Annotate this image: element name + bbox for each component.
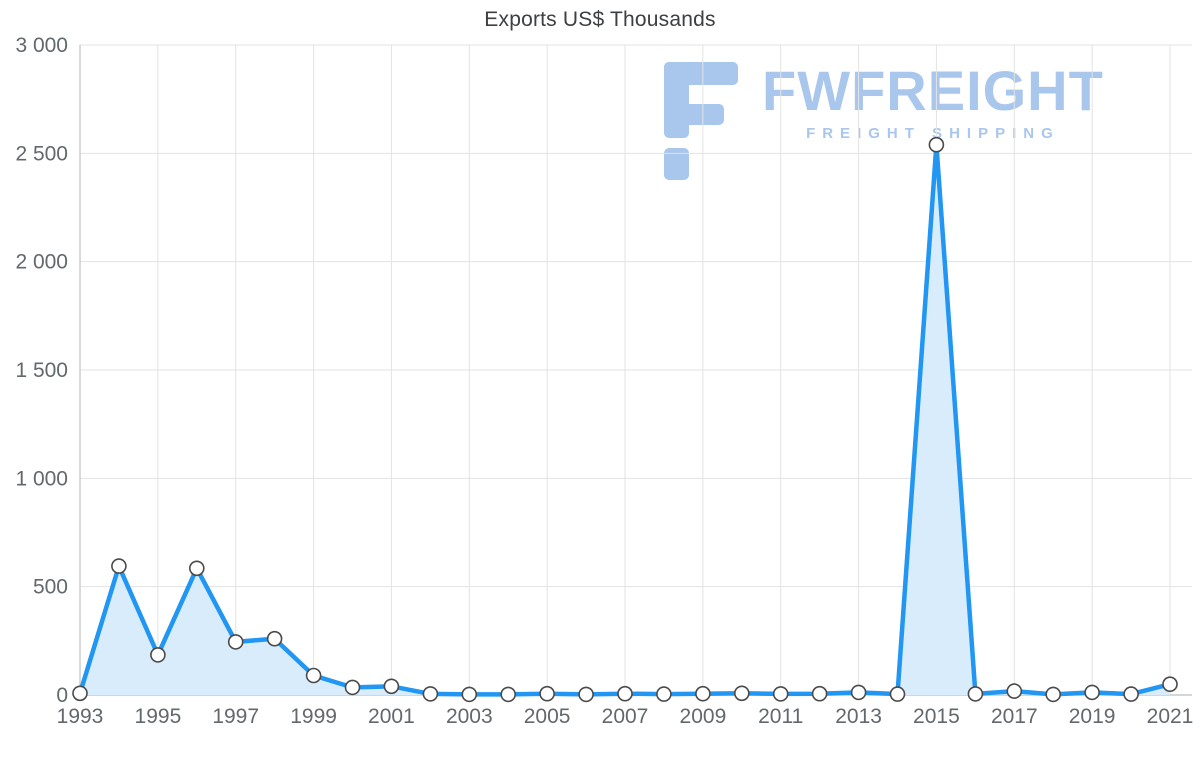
data-point-marker: [461, 686, 478, 703]
data-point-marker: [617, 685, 633, 702]
watermark-text: FWFREIGHT FREIGHT SHIPPING: [762, 59, 1104, 142]
x-tick-label: 1997: [212, 705, 259, 728]
data-point-marker: [695, 685, 711, 702]
y-tick-label: 3 000: [15, 34, 68, 57]
x-tick-label: 2005: [524, 705, 571, 728]
watermark-brand: FWFREIGHT: [762, 59, 1104, 122]
x-tick-label: 2013: [835, 705, 882, 728]
data-point-marker: [1045, 686, 1061, 703]
x-tick-label: 2017: [991, 705, 1038, 728]
x-tick-label: 2021: [1147, 705, 1194, 728]
data-point-marker: [1123, 686, 1139, 702]
y-tick-label: 0: [56, 684, 68, 707]
data-point-marker: [656, 686, 672, 702]
x-tick-label: 1993: [57, 705, 104, 728]
chart-title: Exports US$ Thousands: [484, 8, 716, 31]
data-point-marker: [1162, 676, 1178, 693]
data-point-marker: [928, 136, 945, 153]
x-tick-label: 2019: [1069, 705, 1116, 728]
data-point-marker: [733, 685, 750, 702]
x-tick-label: 1995: [135, 705, 182, 728]
y-tick-label: 1 000: [15, 467, 68, 490]
x-tick-label: 2009: [680, 705, 727, 728]
data-point-marker: [811, 685, 828, 702]
data-point-marker: [539, 685, 555, 702]
data-point-marker: [500, 686, 517, 703]
data-point-marker: [344, 679, 361, 696]
data-point-marker: [305, 667, 322, 684]
x-tick-label: 2015: [913, 705, 960, 728]
y-tick-label: 2 000: [15, 251, 68, 274]
y-tick-label: 2 500: [15, 142, 68, 165]
data-point-marker: [578, 686, 594, 703]
data-point-marker: [111, 558, 127, 574]
series-area: [80, 144, 1170, 695]
y-tick-label: 1 500: [15, 359, 68, 382]
x-tick-label: 1999: [290, 705, 337, 728]
data-point-marker: [889, 686, 906, 702]
x-tick-label: 2001: [368, 705, 415, 728]
data-point-marker: [422, 686, 439, 702]
data-point-marker: [72, 685, 88, 702]
data-point-marker: [1084, 684, 1100, 701]
x-tick-label: 2007: [602, 705, 649, 728]
brand-logo-icon: [648, 62, 744, 185]
data-point-marker: [189, 560, 205, 577]
x-tick-label: 2011: [758, 705, 803, 728]
y-tick-label: 500: [33, 576, 68, 599]
data-point-marker: [227, 634, 244, 650]
x-tick-label: 2003: [446, 705, 493, 728]
data-point-marker: [1006, 683, 1023, 699]
data-point-marker: [967, 686, 984, 702]
data-point-marker: [772, 686, 789, 702]
data-point-marker: [150, 647, 166, 663]
data-point-marker: [383, 678, 400, 695]
data-point-marker: [266, 630, 283, 647]
watermark-tagline: FREIGHT SHIPPING: [806, 124, 1060, 142]
data-point-marker: [850, 684, 867, 701]
watermark: FWFREIGHT FREIGHT SHIPPING: [648, 59, 1104, 185]
